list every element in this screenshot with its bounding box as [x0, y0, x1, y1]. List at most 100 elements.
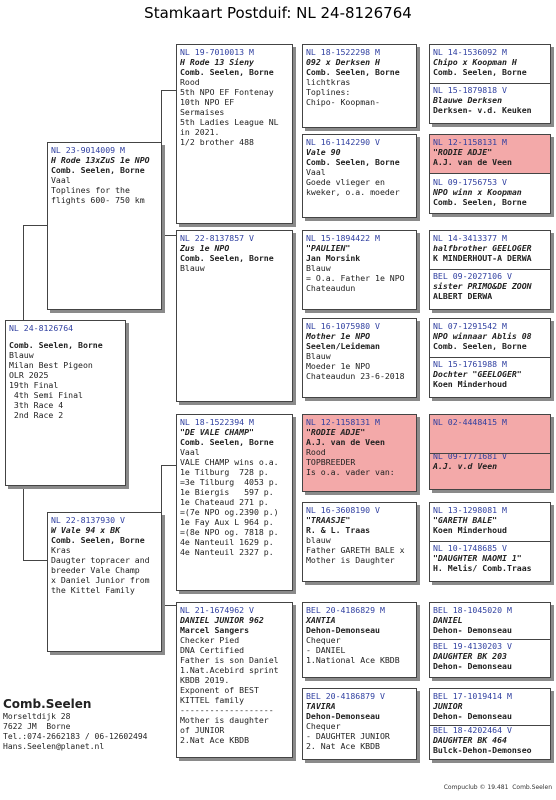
detail-line: DNA Certified — [180, 645, 245, 655]
breeder-address: Morseltdijk 28 — [3, 712, 71, 721]
connector-line — [161, 235, 176, 236]
fm-card: NL 22-8137857 V Zus 1e NPO Comb. Seelen,… — [176, 230, 293, 402]
g4-pair-1: NL 14-1536092 M Chipo x Koopman H Comb. … — [429, 44, 551, 124]
detail-line: - DAUGHTER JUNIOR — [306, 731, 390, 741]
ring-number: NL 23-9014009 M — [51, 145, 125, 155]
detail-line: Moeder 1e NPO — [306, 361, 371, 371]
detail-line: Chipo- Koopman- — [306, 97, 380, 107]
detail-line: Toplines for the — [51, 185, 130, 195]
fmf-card: NL 15-1894422 M "PAULIEN" Jan Morsink Bl… — [302, 230, 417, 310]
ring-number: BEL 17-1019414 M — [433, 691, 512, 701]
detail-line: 1.Nat.Acebird sprint — [180, 665, 279, 675]
pigeon-name: "PAULIEN" — [306, 243, 351, 253]
pigeon-name: NPO winnaar Ablis 08 — [433, 331, 532, 341]
detail-line: lichtkras — [306, 77, 351, 87]
detail-line: 2nd Race 2 — [9, 410, 64, 420]
owner: Dehon-Demonseau — [306, 625, 380, 635]
breeder-email: Hans.Seelen@planet.nl — [3, 742, 105, 751]
ring-number: NL 15-1894422 M — [306, 233, 380, 243]
g4-pair-7: BEL 18-1045020 M DANIEL Dehon- Demonseau… — [429, 602, 551, 678]
ffm-card: NL 16-1142290 V Vale 90 Comb. Seelen, Bo… — [302, 134, 417, 218]
detail-line: TOPBREEDER — [306, 457, 356, 467]
ring-number: NL 12-1158131 M — [433, 137, 507, 147]
detail-line: Goede vlieger en — [306, 177, 385, 187]
detail-line: Mother is daughter — [180, 715, 269, 725]
owner: Comb. Seelen, Borne — [180, 253, 274, 263]
pigeon-name: DANIEL JUNIOR 962 — [180, 615, 264, 625]
pigeon-name: sister PRIMO&DE ZOON — [433, 281, 532, 291]
ring-number: NL 16-3608190 V — [306, 505, 380, 515]
detail-line: the Kittel Family — [51, 585, 135, 595]
pigeon-name: Dochter "GEELOGER" — [433, 369, 522, 379]
detail-line: Mother is Daughter — [306, 555, 395, 565]
breeder-city: 7622 JM Borne — [3, 722, 71, 731]
ring-number: NL 07-1291542 M — [433, 321, 507, 331]
owner: Comb. Seelen, Borne — [306, 157, 400, 167]
detail-line: breeder Vale Champ — [51, 565, 140, 575]
detail-line: Vaal — [180, 447, 200, 457]
detail-line: Rood — [180, 77, 200, 87]
pigeon-name: NPO winn x Koopman — [433, 187, 522, 197]
pigeon-name: "TRAASJE" — [306, 515, 351, 525]
pigeon-name: W Vale 94 x BK — [51, 525, 121, 535]
detail-line: OLR 2025 — [9, 370, 49, 380]
detail-line: Chateaudun — [306, 283, 356, 293]
owner: Comb. Seelen, Borne — [51, 165, 145, 175]
owner: Comb. Seelen, Borne — [180, 437, 274, 447]
detail-line: in 2021. — [180, 127, 220, 137]
detail-line: Blauw — [306, 263, 331, 273]
detail-line: Vaal — [306, 167, 326, 177]
ring-number: NL 19-7010013 M — [180, 47, 254, 57]
owner: ALBERT DERWA — [433, 291, 493, 301]
owner: R. & L. Traas — [306, 525, 371, 535]
mfm-card: NL 16-3608190 V "TRAASJE" R. & L. Traas … — [302, 502, 417, 582]
detail-line: =(7e NPO og.2390 p.) — [180, 507, 279, 517]
owner: Comb. Seelen, Borne — [306, 67, 400, 77]
mm-card: NL 21-1674962 V DANIEL JUNIOR 962 Marcel… — [176, 602, 293, 758]
subject-card: NL 24-8126764 Comb. Seelen, Borne Blauw … — [5, 320, 126, 486]
pigeon-name: "RODIE ADJE" — [306, 427, 366, 437]
page-title: Stamkaart Postduif: NL 24-8126764 — [144, 4, 412, 22]
detail-line: x Daniel Junior from — [51, 575, 150, 585]
detail-line: Is o.a. vader van: — [306, 467, 395, 477]
fff-card: NL 18-1522298 M 092 x Derksen H Comb. Se… — [302, 44, 417, 128]
connector-line — [23, 560, 47, 561]
pigeon-name: JUNIOR — [433, 701, 463, 711]
pigeon-name: DANIEL — [433, 615, 463, 625]
ff-card: NL 19-7010013 M H Rode 13 Sieny Comb. Se… — [176, 44, 293, 224]
detail-line: Daugter topracer and — [51, 555, 150, 565]
owner: Comb. Seelen, Borne — [433, 67, 527, 77]
pigeon-name: H Rode 13 Sieny — [180, 57, 254, 67]
pigeon-name: A.J. v.d Veen — [433, 461, 498, 471]
detail-line: Blauw — [180, 263, 205, 273]
detail-line: 1e Tilburg 728 p. — [180, 467, 269, 477]
owner: Comb. Seelen, Borne — [51, 535, 145, 545]
detail-line: 1/2 brother 488 — [180, 137, 254, 147]
owner: Dehon- Demonseau — [433, 625, 512, 635]
mmm-card: BEL 20-4186879 V TAVIRA Dehon-Demonseau … — [302, 688, 417, 760]
owner: Seelen/Leideman — [306, 341, 380, 351]
ring-number: NL 02-4448415 M — [433, 417, 507, 427]
ring-number: NL 10-1748685 V — [433, 543, 507, 553]
detail-line: Checker Pied — [180, 635, 240, 645]
ring-number: BEL 18-4202464 V — [433, 725, 512, 735]
detail-line: Father is son Daniel — [180, 655, 279, 665]
breeder-info: Comb.Seelen Morseltdijk 28 7622 JM Borne… — [3, 697, 148, 752]
pigeon-name: "DE VALE CHAMP" — [180, 427, 254, 437]
detail-line: Vaal — [51, 175, 71, 185]
pigeon-name: halfbrother GEELOGER — [433, 243, 532, 253]
pigeon-name: DAUGHTER BK 203 — [433, 651, 507, 661]
ring-number: BEL 20-4186829 M — [306, 605, 385, 615]
pigeon-name: H Rode 13xZuS 1e NPO — [51, 155, 150, 165]
owner: Jan Morsink — [306, 253, 361, 263]
ring-number: NL 18-1522394 M — [180, 417, 254, 427]
ring-number: NL 14-3413377 M — [433, 233, 507, 243]
detail-line: kweker, o.a. moeder — [306, 187, 400, 197]
connector-line — [161, 465, 176, 466]
detail-line: KBDB 2019. — [180, 675, 230, 685]
detail-line: 5th NPO EF Fontenay — [180, 87, 274, 97]
detail-line: 1e Fay Aux L 964 p. — [180, 517, 274, 527]
detail-line: 2. Nat Ace KBDB — [306, 741, 380, 751]
detail-line: =(8e NPO og. 7818 p. — [180, 527, 279, 537]
detail-line: 4e Nanteuil 2327 p. — [180, 547, 274, 557]
